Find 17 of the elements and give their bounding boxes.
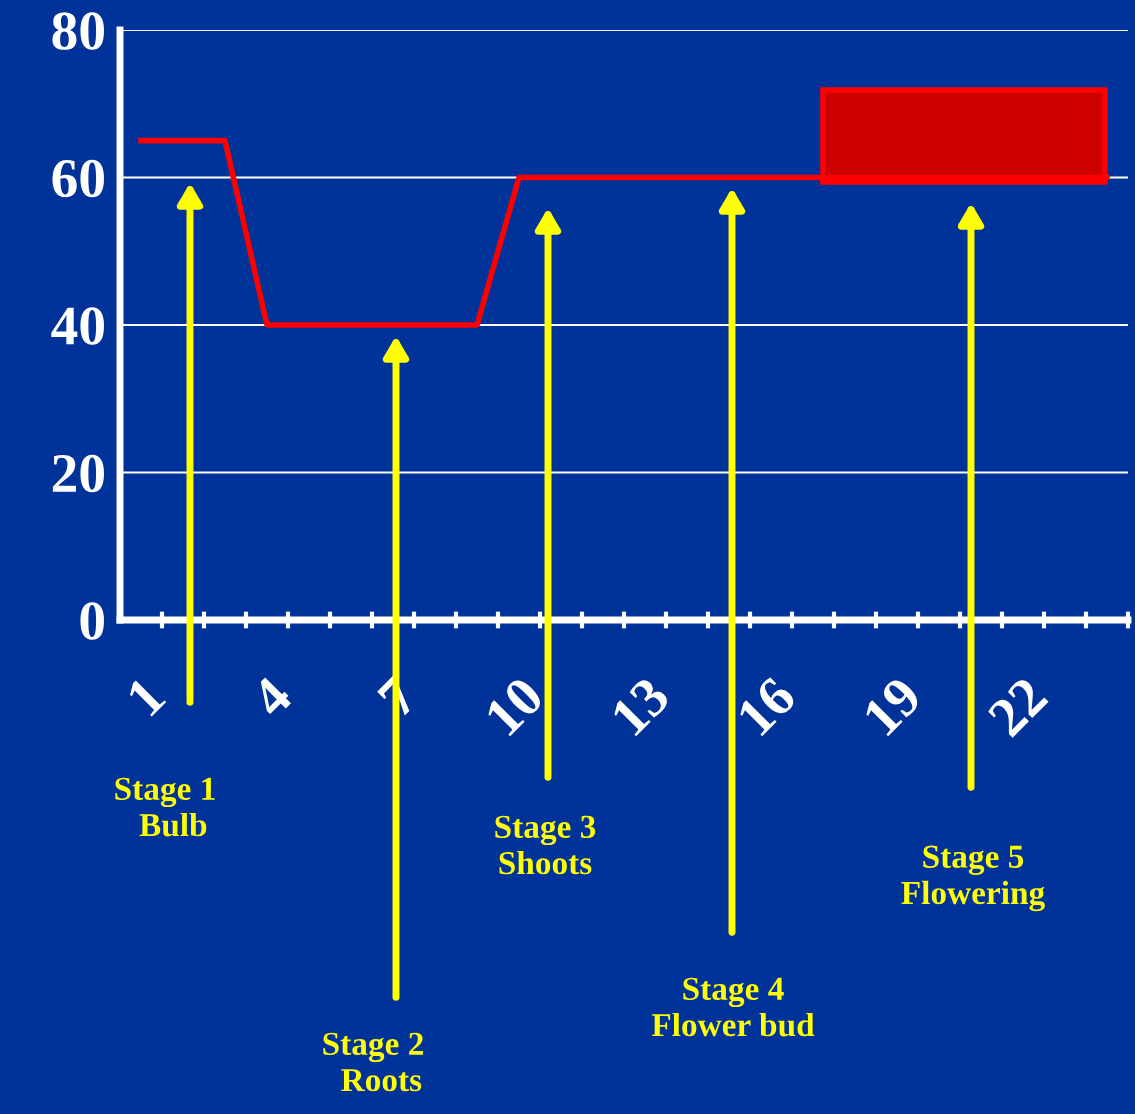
y-tick-label: 0 <box>80 602 104 640</box>
text: Stage 5 Flowering <box>901 845 1045 912</box>
text: Stage 1 Bulb <box>115 777 215 837</box>
y-tick-label: 40 <box>51 307 104 345</box>
x-tick-label: 19 <box>862 675 924 737</box>
text: Stage 4 Flower bud <box>651 977 815 1037</box>
x-tick-label: 22 <box>986 675 1049 738</box>
text: Stage 3 Shoots <box>495 815 596 875</box>
x-tick-label: 13 <box>610 675 672 737</box>
text: Stage 2 Roots <box>323 1032 423 1092</box>
y-tick-label: 80 <box>52 12 104 50</box>
x-tick-label: 10 <box>484 675 546 737</box>
x-tick-label: 4 <box>249 674 294 720</box>
y-tick-label: 20 <box>52 454 104 493</box>
x-tick-label: 16 <box>736 675 798 737</box>
y-tick-label: 60 <box>52 159 104 198</box>
x-tick-label: 1 <box>125 676 167 717</box>
